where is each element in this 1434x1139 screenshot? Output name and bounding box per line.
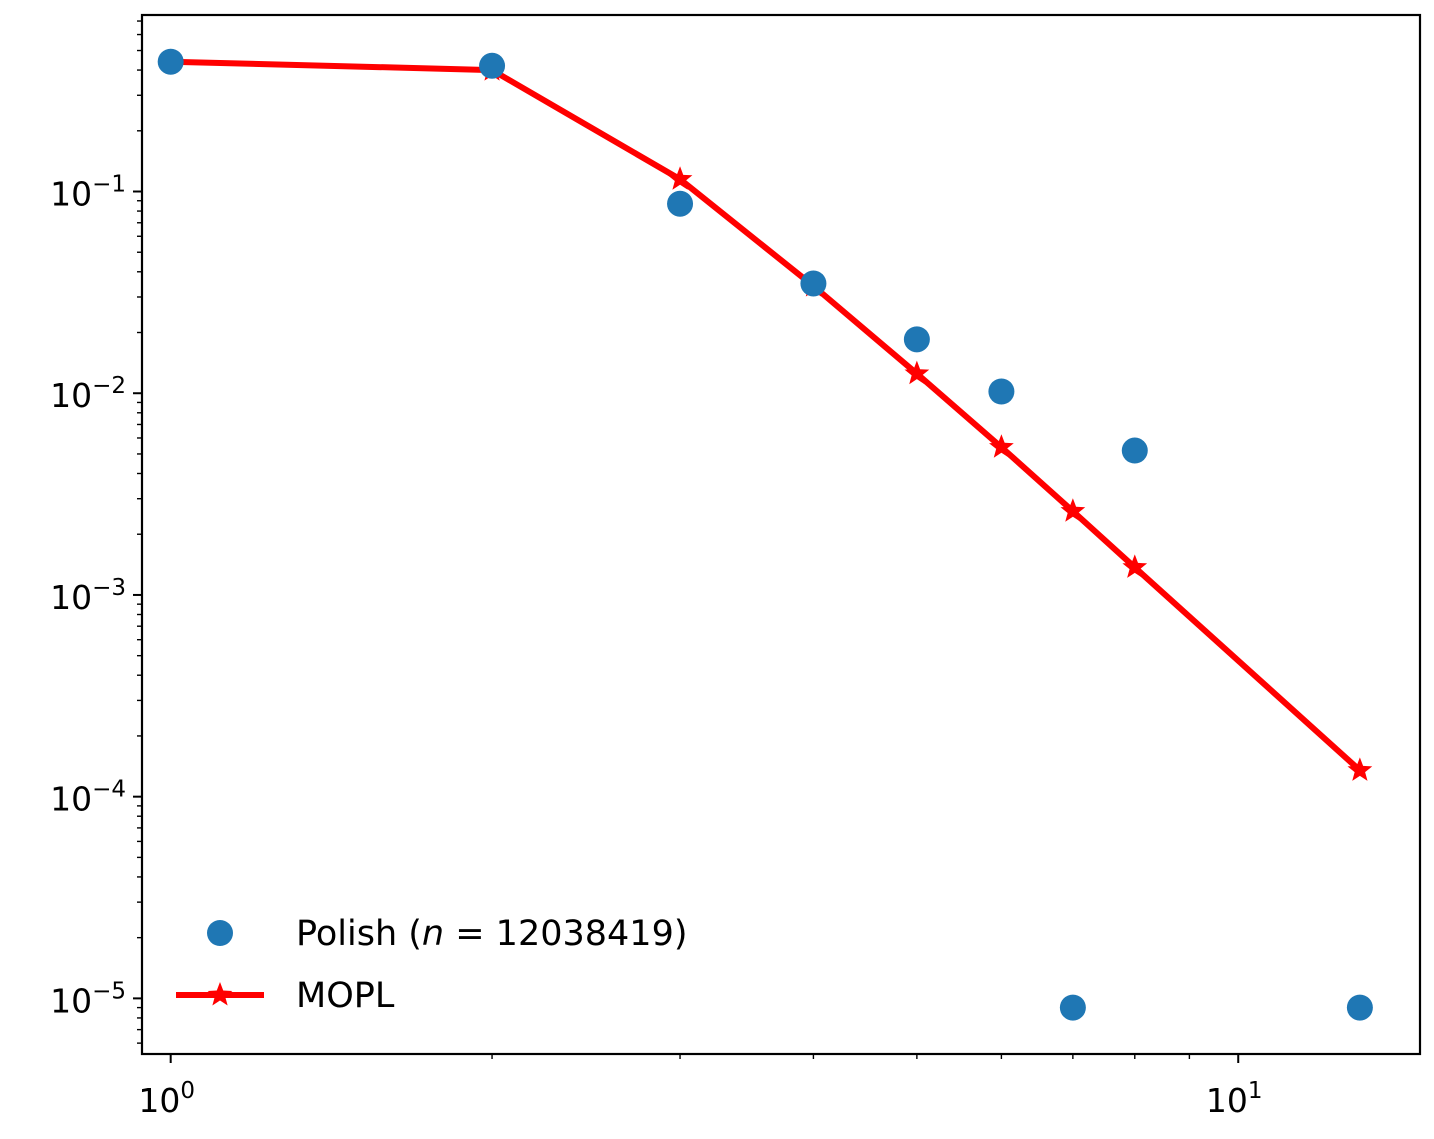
legend-star-marker <box>207 982 233 1006</box>
y-tick-label: 10−2 <box>50 373 126 415</box>
mopl-star-marker <box>667 166 693 190</box>
legend: Polish (n = 12038419) MOPL <box>176 914 688 1016</box>
polish-data-point <box>1121 437 1148 464</box>
polish-data-point <box>988 378 1015 405</box>
x-tick-label: 101 <box>1206 1078 1263 1120</box>
mopl-star-marker <box>1347 757 1373 781</box>
polish-data-point <box>1059 994 1086 1021</box>
polish-data-point <box>479 52 506 79</box>
plot-frame <box>140 13 1422 1056</box>
polish-data-point <box>1346 994 1373 1021</box>
axis-ticks: 10−1 10−2 10−3 10−4 10−5 100 101 <box>50 20 1263 1120</box>
legend-label: Polish (n = 12038419) <box>296 914 688 954</box>
polish-data-point <box>903 326 930 353</box>
legend-label: MOPL <box>296 976 395 1016</box>
y-tick-label: 10−1 <box>50 172 126 214</box>
y-tick-label: 10−4 <box>50 777 126 819</box>
mopl-star-marker <box>1060 498 1086 522</box>
mopl-star-marker <box>1122 554 1148 578</box>
mopl-star-marker <box>989 434 1014 458</box>
polish-data-point <box>800 270 827 297</box>
polish-data-point <box>667 190 694 217</box>
y-tick-label: 10−3 <box>50 575 126 617</box>
polish-data-point <box>157 48 184 75</box>
y-tick-label: 10−5 <box>50 978 126 1020</box>
polish-series <box>157 48 1373 1021</box>
mopl-star-marker <box>904 360 930 385</box>
x-tick-label: 100 <box>138 1078 195 1120</box>
legend-scatter-marker <box>207 920 233 946</box>
